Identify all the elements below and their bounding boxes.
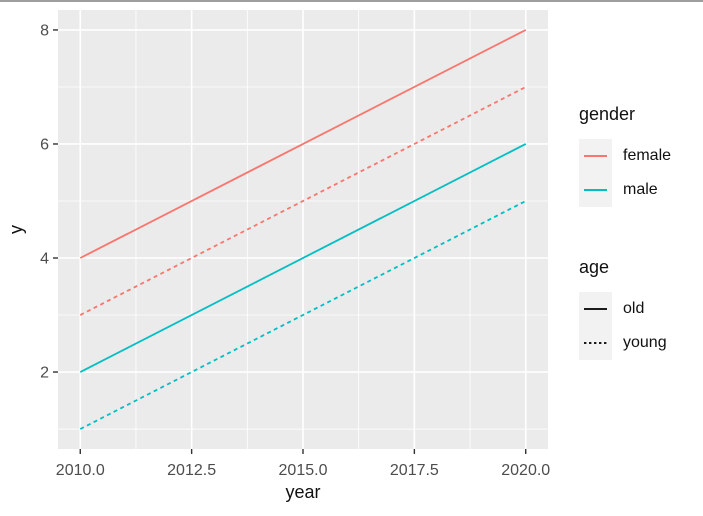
legend-item-old: old [579, 292, 671, 326]
legend-group-age: age old young [579, 257, 671, 360]
legend-label-male: male [623, 181, 658, 198]
pane-top-border [0, 0, 703, 2]
x-axis-title: year [285, 482, 320, 502]
legend-key-old [579, 292, 612, 326]
legend-group-gender: gender female male [579, 104, 671, 207]
legend-label-old: old [623, 300, 645, 317]
series-line-male-young [79, 200, 527, 430]
solid-line-icon [584, 308, 607, 310]
legend: gender female male age [579, 104, 671, 360]
y-tick-label: 6 [40, 136, 49, 153]
x-tick-label: 2017.5 [390, 462, 439, 479]
legend-label-young: young [623, 334, 667, 351]
y-axis-title: y [6, 225, 26, 234]
legend-key-female [579, 139, 612, 173]
series-line-female-old [79, 29, 527, 259]
legend-item-young: young [579, 326, 671, 360]
legend-key-young [579, 326, 612, 360]
male-line-icon [584, 189, 607, 191]
y-tick-label: 2 [40, 365, 49, 382]
legend-label-female: female [623, 147, 672, 164]
y-tick-label: 8 [40, 22, 49, 39]
legend-key-male [579, 173, 612, 207]
x-tick-label: 2015.0 [279, 462, 328, 479]
legend-item-female: female [579, 139, 671, 173]
series-line-male-old [79, 143, 527, 373]
series-line-female-young [79, 86, 527, 316]
x-tick-label: 2012.5 [167, 462, 216, 479]
legend-title-age: age [579, 257, 610, 277]
legend-title-gender: gender [579, 104, 636, 124]
x-tick-label: 2010.0 [56, 462, 105, 479]
dashed-line-icon [584, 342, 607, 344]
legend-item-male: male [579, 173, 671, 207]
y-tick-label: 4 [40, 251, 49, 268]
female-line-icon [584, 155, 607, 157]
x-tick-label: 2020.0 [501, 462, 550, 479]
